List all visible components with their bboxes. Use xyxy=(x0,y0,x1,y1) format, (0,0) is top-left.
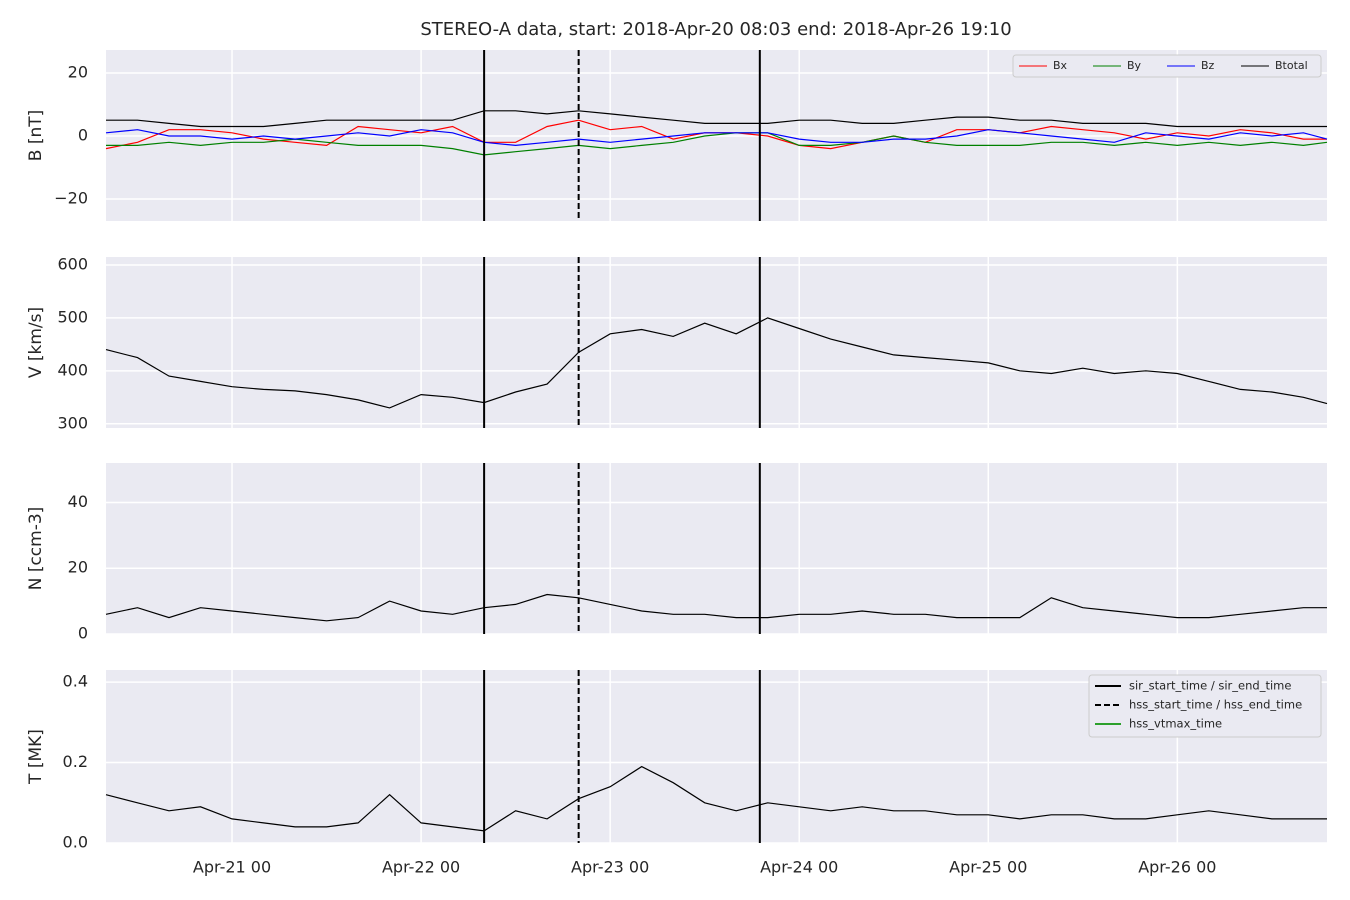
y-tick-label: 0.4 xyxy=(63,672,88,691)
y-tick-label: 20 xyxy=(68,62,88,81)
data-line xyxy=(105,765,1327,832)
plot-background xyxy=(106,463,1327,634)
y-tick-label: 0.2 xyxy=(63,752,88,771)
y-tick-label: 0 xyxy=(78,125,88,144)
x-tick-label: Apr-25 00 xyxy=(949,858,1027,877)
figure-title: STEREO-A data, start: 2018-Apr-20 08:03 … xyxy=(420,19,1011,40)
y-tick-label: 600 xyxy=(57,254,88,273)
x-tick-label: Apr-23 00 xyxy=(571,858,649,877)
legend-label: hss_vtmax_time xyxy=(1129,717,1222,731)
legend-label: Bz xyxy=(1201,59,1215,72)
legend-label: Bx xyxy=(1053,59,1068,72)
data-line xyxy=(105,593,1327,622)
y-axis-label: N [ccm-3] xyxy=(26,507,46,591)
x-tick-label: Apr-24 00 xyxy=(760,858,838,877)
y-axis-label: B [nT] xyxy=(26,110,46,162)
y-tick-label: 40 xyxy=(68,492,88,511)
legend-label: Btotal xyxy=(1275,59,1308,72)
y-tick-label: 0 xyxy=(78,624,88,643)
data-line xyxy=(105,317,1328,409)
y-axis-label: T [MK] xyxy=(26,729,46,785)
x-tick-label: Apr-26 00 xyxy=(1138,858,1216,877)
legend-box xyxy=(1088,674,1322,738)
x-tick-label: Apr-22 00 xyxy=(382,858,460,877)
legend-label: hss_start_time / hss_end_time xyxy=(1129,698,1302,712)
legend-label: sir_start_time / sir_end_time xyxy=(1129,679,1291,693)
data-line xyxy=(106,110,1327,128)
y-tick-label: 500 xyxy=(57,307,88,326)
y-axis-label: V [km/s] xyxy=(26,307,46,378)
y-tick-label: 400 xyxy=(57,360,88,379)
plot-background xyxy=(106,257,1327,428)
y-tick-label: 20 xyxy=(68,558,88,577)
data-line xyxy=(106,132,1328,156)
y-tick-label: −20 xyxy=(54,188,88,207)
y-tick-label: 300 xyxy=(57,413,88,432)
legend-label: By xyxy=(1127,59,1142,72)
x-tick-label: Apr-21 00 xyxy=(193,858,271,877)
y-tick-label: 0.0 xyxy=(63,833,88,852)
data-line xyxy=(105,129,1328,147)
